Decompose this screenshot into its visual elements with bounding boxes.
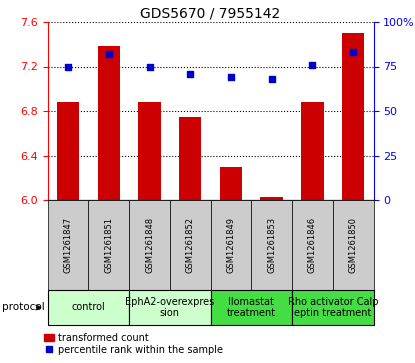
Bar (333, 200, 374, 290)
Point (146, 64, 153, 69)
Text: GSM1261850: GSM1261850 (349, 217, 358, 273)
Point (350, 49, 356, 55)
Bar (251, 200, 292, 290)
Bar (301, 102, 324, 200)
Point (228, 74, 234, 80)
Text: GSM1261853: GSM1261853 (267, 217, 276, 273)
Text: Rho activator Calp
eptin treatment: Rho activator Calp eptin treatment (288, 297, 378, 318)
Text: GSM1261851: GSM1261851 (104, 217, 113, 273)
Title: GDS5670 / 7955142: GDS5670 / 7955142 (141, 7, 281, 21)
Bar (220, 167, 242, 200)
Bar (210, 200, 251, 290)
Point (65, 64, 71, 69)
Point (105, 51, 112, 57)
Text: GSM1261852: GSM1261852 (186, 217, 195, 273)
Text: GSM1261847: GSM1261847 (63, 217, 73, 273)
Text: GSM1261848: GSM1261848 (145, 217, 154, 273)
Bar (170, 200, 211, 290)
Bar (88, 200, 129, 290)
Bar (129, 290, 210, 325)
Bar (292, 200, 333, 290)
Bar (342, 33, 364, 200)
Bar (48, 200, 88, 290)
Bar (261, 197, 283, 200)
Bar (129, 200, 170, 290)
Point (269, 76, 275, 82)
Bar (98, 46, 120, 200)
Text: protocol: protocol (2, 302, 45, 313)
Bar (292, 290, 374, 325)
Bar (138, 102, 161, 200)
Text: control: control (71, 302, 105, 313)
Text: EphA2-overexpres
sion: EphA2-overexpres sion (125, 297, 215, 318)
Bar (48, 290, 129, 325)
Legend: transformed count, percentile rank within the sample: transformed count, percentile rank withi… (44, 333, 223, 355)
Point (309, 62, 316, 68)
Text: Ilomastat
treatment: Ilomastat treatment (227, 297, 276, 318)
Point (187, 71, 193, 77)
Bar (57, 102, 79, 200)
Bar (210, 290, 292, 325)
Text: GSM1261849: GSM1261849 (227, 217, 235, 273)
Text: GSM1261846: GSM1261846 (308, 217, 317, 273)
Bar (179, 117, 201, 200)
